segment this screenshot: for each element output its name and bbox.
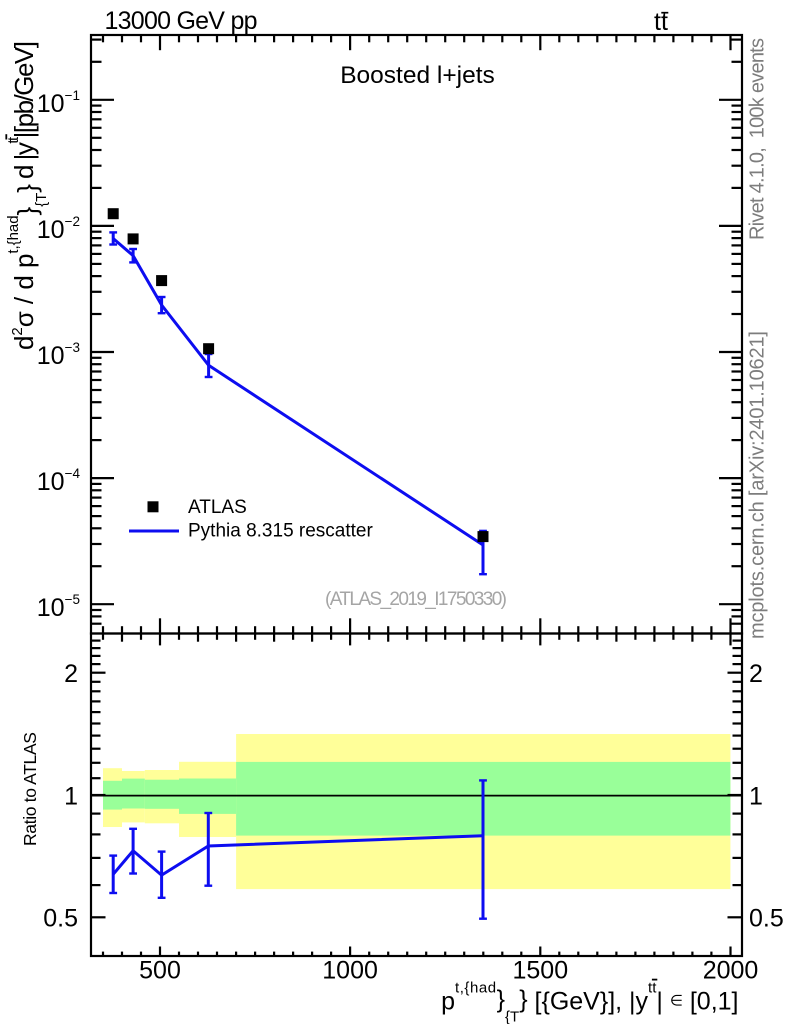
svg-text:ATLAS: ATLAS xyxy=(188,497,247,518)
svg-text:2000: 2000 xyxy=(703,957,759,985)
svg-text:1: 1 xyxy=(64,782,78,810)
svg-text:Ratio to ATLAS: Ratio to ATLAS xyxy=(20,732,40,846)
svg-text:0.5: 0.5 xyxy=(749,905,784,933)
svg-text:Rivet 4.1.0, 100k events: Rivet 4.1.0, 100k events xyxy=(747,38,769,240)
svg-text:Pythia 8.315 rescatter: Pythia 8.315 rescatter xyxy=(188,521,373,542)
svg-text:13000 GeV pp: 13000 GeV pp xyxy=(105,7,258,35)
svg-text:2: 2 xyxy=(749,660,763,688)
svg-text:mcplots.cern.ch [arXiv:2401.10: mcplots.cern.ch [arXiv:2401.10621] xyxy=(747,331,769,639)
svg-text:500: 500 xyxy=(139,957,181,985)
svg-text:0.5: 0.5 xyxy=(43,905,78,933)
svg-text:1500: 1500 xyxy=(512,957,568,985)
svg-text:2: 2 xyxy=(64,660,78,688)
svg-text:d |ytt|[pb/GeV]: d |ytt|[pb/GeV] xyxy=(5,41,39,179)
svg-text:(ATLAS_2019_I1750330): (ATLAS_2019_I1750330) xyxy=(325,589,507,610)
svg-text:Boosted l+jets: Boosted l+jets xyxy=(340,62,495,89)
svg-text:1: 1 xyxy=(749,782,763,810)
svg-text:1000: 1000 xyxy=(322,957,378,985)
svg-text:tt: tt xyxy=(654,8,668,36)
